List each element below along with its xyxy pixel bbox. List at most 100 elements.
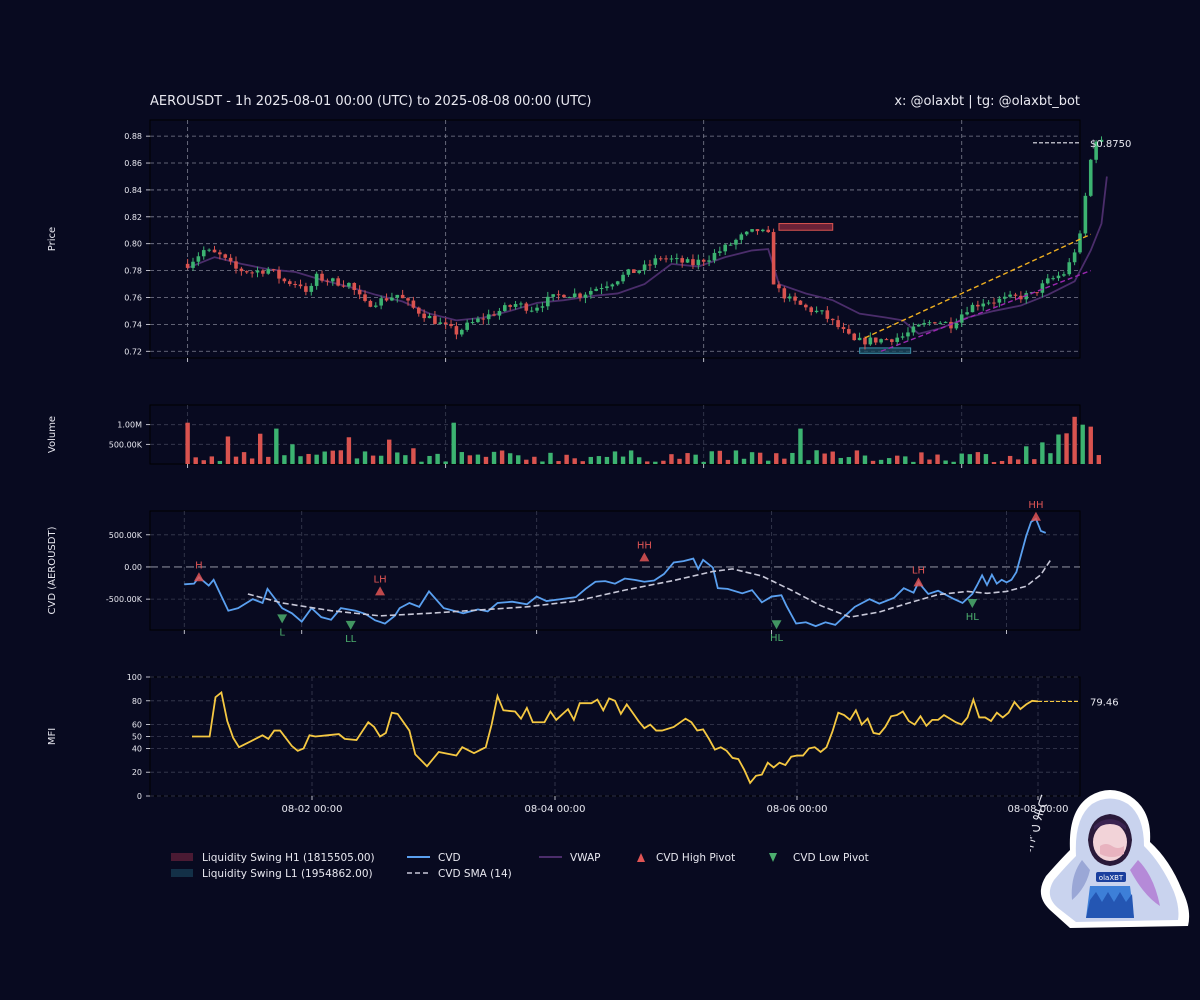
candle-body (820, 310, 824, 312)
volume-bar (483, 456, 489, 464)
candle-body (761, 229, 765, 232)
volume-bar (1080, 424, 1085, 464)
candle-body (755, 229, 760, 232)
candle-body (368, 300, 373, 307)
candle-body (449, 323, 453, 327)
candle-body (863, 337, 867, 345)
volume-bar (459, 452, 464, 464)
candle-body (900, 336, 905, 338)
legend-swatch-liquidity-low (171, 869, 193, 877)
price-ytick-label: 0.80 (124, 240, 142, 249)
candle-body (1013, 294, 1018, 296)
candle-body (621, 274, 625, 282)
candle-body (250, 272, 254, 274)
candle-body (271, 269, 276, 271)
legend-label-liquidity-low: Liquidity Swing L1 (1954862.00) (202, 868, 373, 880)
mascot-caption: しまった！ (1030, 792, 1052, 864)
volume-bar (886, 458, 892, 464)
volume-bar (387, 439, 392, 464)
candle-body (347, 282, 351, 287)
candle-body (508, 305, 512, 307)
volume-bar (991, 462, 997, 464)
volume-bar (693, 454, 698, 464)
volume-bar (564, 454, 569, 464)
cvd-low-pivot-label: HL (966, 612, 980, 623)
candle-body (379, 298, 383, 306)
volume-bar (766, 460, 771, 464)
candle-body (933, 322, 937, 324)
candle-body (459, 329, 464, 335)
volume-bar (975, 452, 981, 464)
cvd-high-pivot-label: LH (374, 574, 387, 585)
volume-bar (943, 460, 948, 464)
candle-body (777, 284, 781, 289)
cvd-high-pivot-label: LH (912, 565, 925, 576)
candle-body (798, 300, 803, 305)
candle-body (916, 324, 921, 327)
volume-bar (653, 461, 658, 464)
volume-bar (354, 458, 360, 464)
candle-body (793, 296, 797, 301)
legend-label-cvd-sma: CVD SMA (14) (438, 868, 512, 880)
volume-bar (830, 451, 835, 464)
candle-body (648, 264, 652, 266)
candle-body (255, 270, 260, 273)
candle-body (653, 258, 658, 265)
candle-body (766, 229, 771, 233)
volume-bar (878, 459, 884, 464)
volume-bar (378, 455, 384, 464)
volume-bar (249, 458, 255, 464)
volume-bar (854, 450, 860, 464)
vwap-line (187, 176, 1108, 335)
candle-body (841, 327, 846, 330)
candle-body (1062, 274, 1066, 276)
volume-bar (491, 451, 497, 464)
cvd-low-pivot-marker (771, 620, 782, 630)
volume-bar (612, 451, 618, 464)
chart-title: AEROUSDT - 1h 2025-08-01 00:00 (UTC) to … (150, 94, 591, 109)
candle-body (981, 303, 986, 307)
x-tick-label: 08-02 00:00 (281, 804, 342, 815)
cvd-high-pivot-marker (1030, 511, 1041, 521)
candle-body (212, 249, 217, 253)
volume-bar (1072, 416, 1077, 464)
volume-bar (870, 460, 876, 464)
volume-bar (798, 428, 803, 464)
cvd-high-pivot-label: HH (1028, 500, 1043, 511)
x-tick-label: 08-06 00:00 (766, 804, 827, 815)
candle-body (734, 239, 738, 245)
candle-body (266, 269, 271, 274)
candle-body (1067, 262, 1072, 275)
candle-body (492, 314, 496, 316)
volume-bar (330, 450, 335, 464)
volume-bar (935, 454, 940, 464)
candle-body (352, 282, 357, 291)
cvd-low-pivot-marker (345, 620, 356, 630)
volume-bar (540, 461, 545, 464)
volume-bar (225, 436, 231, 464)
volume-bar (806, 460, 811, 464)
volume-bar (548, 452, 553, 464)
candle-body (890, 339, 894, 342)
volume-bar (532, 456, 537, 464)
cvd-low-pivot-label: HL (770, 633, 784, 644)
volume-bar (443, 461, 448, 464)
x-tick-label: 08-08 00:00 (1007, 804, 1068, 815)
volume-bar (185, 422, 190, 464)
candle-body (572, 293, 577, 298)
price-ytick-label: 0.76 (124, 293, 142, 302)
volume-bar (838, 457, 843, 464)
volume-bar (499, 450, 505, 464)
candle-body (691, 259, 695, 266)
trend-line-lower (880, 269, 1092, 352)
volume-bar (507, 453, 513, 464)
candle-body (185, 263, 190, 268)
volume-bar (1032, 459, 1037, 464)
candle-body (1056, 275, 1061, 279)
candle-body (664, 258, 668, 260)
candle-body (196, 256, 201, 262)
cvd-ytick-label: -500.00K (106, 595, 143, 604)
candle-body (868, 337, 873, 345)
